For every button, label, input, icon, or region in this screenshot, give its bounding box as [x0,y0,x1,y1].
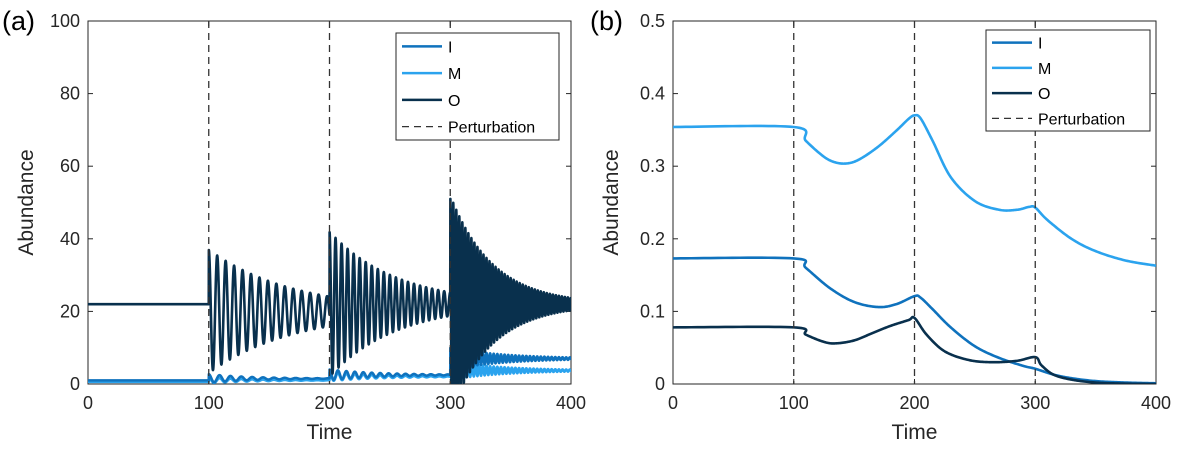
x-tick-label: 300 [1020,393,1050,413]
x-tick-label: 300 [435,393,465,413]
legend-label-o: O [448,93,460,110]
x-axis-label: Time [892,421,938,444]
series-group [673,113,1156,384]
y-tick-label: 0.4 [640,84,665,104]
legend-box [985,29,1151,132]
legend-label-m: M [1038,61,1051,78]
y-tick-label: 0.1 [640,301,665,321]
x-axis-label: Time [307,421,353,444]
legend-label-perturbation: Perturbation [1038,111,1125,128]
y-tick-label: 0.5 [640,11,665,31]
legend: IMO Perturbation [985,29,1151,132]
y-tick-label: 40 [60,229,80,249]
x-tick-label: 100 [194,393,224,413]
y-tick-label: 20 [60,301,80,321]
x-tick-label: 0 [83,393,93,413]
series-line-O [673,315,1156,384]
y-axis-label: Abundance [600,149,623,255]
legend-label-i: I [448,39,452,56]
x-tick-label: 400 [1141,393,1171,413]
y-tick-label: 0.2 [640,229,665,249]
series-line-I [673,256,1156,384]
x-tick-label: 400 [556,393,586,413]
panel-a: 0 100 200 300 400 0 20 40 60 80 100 Time Abundance (a… [2,6,586,444]
series-line-M [673,113,1156,267]
x-tick-label: 200 [314,393,344,413]
panel-label: (a) [2,6,35,36]
legend-label-i: I [1038,36,1042,53]
y-tick-label: 80 [60,84,80,104]
y-axis-label: Abundance [15,149,38,255]
panel-b: 0 100 200 300 400 0 0.1 0.2 0.3 0.4 0.5 Time Abundan… [590,6,1171,444]
y-tick-label: 60 [60,156,80,176]
series-line-I [88,346,571,384]
y-tick-label: 100 [50,11,80,31]
legend: IMO Perturbation [395,32,560,141]
panel-label: (b) [590,6,623,36]
legend-box [395,32,560,141]
legend-label-o: O [1038,86,1050,103]
legend-label-m: M [448,66,461,83]
y-tick-label: 0 [70,374,80,394]
legend-label-perturbation: Perturbation [448,120,535,137]
x-tick-label: 200 [899,393,929,413]
series-line-M [88,360,571,384]
x-tick-label: 100 [779,393,809,413]
y-tick-label: 0 [655,374,665,394]
x-tick-label: 0 [668,393,678,413]
y-tick-label: 0.3 [640,156,665,176]
